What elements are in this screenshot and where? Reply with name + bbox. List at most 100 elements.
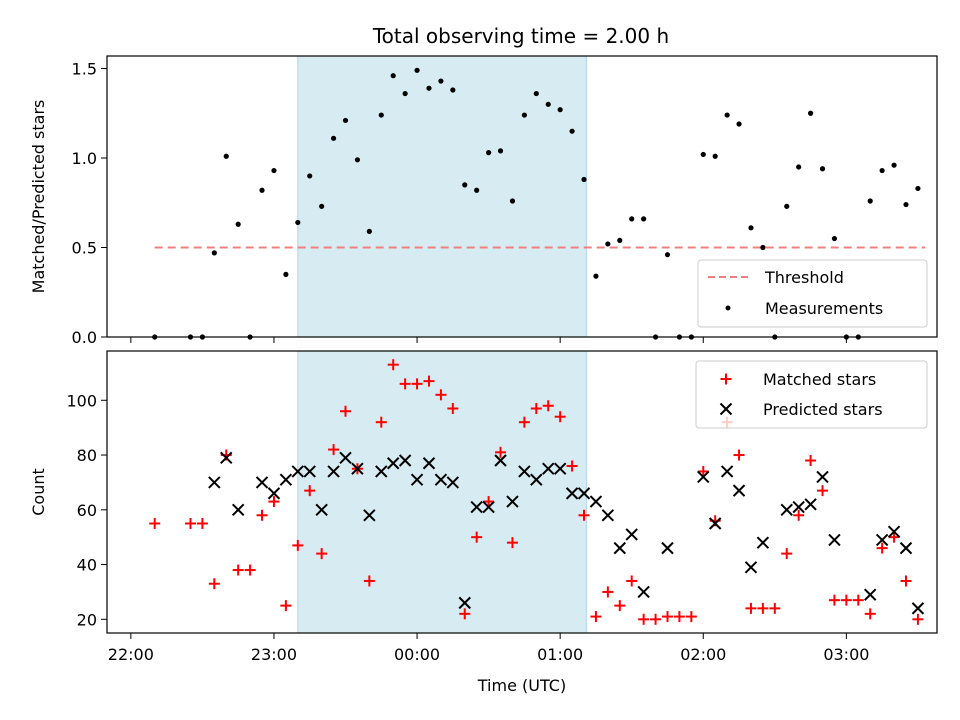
measurement-point: [497, 148, 504, 154]
matched-point: [720, 373, 732, 385]
legend-predicted-swatch: [719, 402, 733, 416]
predicted-point: [386, 457, 400, 470]
y-tick-label: 40: [77, 556, 97, 575]
measurement-point: [509, 198, 516, 204]
predicted-point: [589, 495, 603, 508]
predicted-point: [637, 585, 650, 599]
predicted-point: [864, 588, 877, 601]
matched-point: [435, 389, 447, 401]
count-plot: [149, 359, 925, 625]
predicted-point: [446, 476, 460, 489]
matched-point: [506, 537, 518, 549]
top-axes-frame: [106, 55, 938, 338]
measurement-point: [664, 252, 671, 258]
legend-matched-swatch: [720, 373, 732, 385]
legend-measurement-swatch: [725, 305, 731, 311]
measurement-point: [807, 110, 814, 116]
measurement-point: [605, 241, 611, 247]
predicted-point: [613, 541, 626, 555]
matched-point: [900, 575, 912, 587]
matched-point: [459, 608, 471, 620]
predicted-point: [470, 500, 483, 514]
predicted-point: [792, 500, 805, 514]
matched-point: [566, 460, 578, 472]
predicted-point: [410, 473, 424, 486]
x-tick-label: 03:00: [823, 645, 869, 664]
measurement-point: [581, 176, 587, 183]
measurement-point: [283, 271, 289, 277]
matched-point: [769, 602, 781, 614]
measurement-point: [486, 150, 492, 156]
measurement-point: [521, 112, 527, 118]
predicted-point: [255, 476, 269, 489]
matched-point: [387, 359, 399, 371]
y-tick-label: 60: [77, 501, 97, 520]
measurement-point: [307, 173, 313, 179]
predicted-point: [518, 465, 531, 478]
x-tick-label: 00:00: [394, 645, 440, 664]
predicted-point: [220, 451, 233, 464]
measurement-point: [569, 128, 575, 134]
measurement-point: [545, 101, 551, 107]
predicted-point: [911, 602, 925, 615]
legend-measurements-label: Measurements: [765, 299, 883, 318]
measurement-point: [629, 216, 635, 222]
measurement-point: [748, 225, 754, 231]
matched-point: [542, 400, 554, 412]
measurement-point: [223, 153, 229, 159]
shaded-region: [297, 350, 587, 634]
measurement-point: [330, 135, 337, 141]
measurement-point: [342, 117, 349, 124]
matched-point: [793, 509, 805, 521]
matched-point: [316, 548, 328, 560]
matched-point: [232, 564, 244, 576]
matched-point: [697, 465, 709, 477]
measurement-point: [378, 112, 384, 118]
bottom-axes-frame: [106, 350, 938, 634]
predicted-point: [542, 462, 555, 475]
predicted-point: [732, 484, 746, 497]
measurement-point: [295, 219, 301, 226]
predicted-point: [720, 465, 734, 478]
matched-point: [411, 378, 423, 390]
matched-point: [280, 600, 292, 612]
measurement-point: [796, 164, 802, 170]
measurement-point: [533, 90, 539, 97]
matched-point: [817, 485, 829, 497]
matched-point: [781, 548, 793, 560]
measurement-point: [211, 250, 217, 256]
matched-point: [399, 378, 411, 390]
observing-window-shade-top: [297, 55, 587, 338]
x-tick-label: 02:00: [680, 645, 726, 664]
bottom-y-axis-label: Count: [29, 468, 48, 516]
measurement-point: [700, 151, 706, 158]
measurement-point: [724, 112, 730, 118]
measurement-point: [414, 67, 420, 73]
matched-point: [685, 611, 697, 623]
measurement-point: [593, 273, 599, 279]
matched-point: [912, 613, 924, 625]
predicted-point: [887, 525, 901, 538]
ratio-plot: [152, 67, 926, 340]
matched-point: [614, 600, 626, 612]
x-tick-label: 01:00: [537, 645, 583, 664]
y-tick-label: 0.5: [72, 239, 97, 258]
matched-point: [745, 602, 757, 614]
predicted-point: [719, 402, 733, 416]
measurement-point: [819, 166, 826, 172]
x-axis-label: Time (UTC): [477, 676, 566, 695]
bottom-legend: Matched stars Predicted stars: [695, 360, 928, 429]
matched-point: [340, 405, 352, 417]
legend-predicted-label: Predicted stars: [763, 400, 883, 419]
predicted-point: [267, 487, 281, 500]
measurement-point: [235, 221, 241, 227]
matched-point: [304, 485, 316, 497]
predicted-point: [422, 457, 436, 470]
predicted-point: [398, 454, 412, 467]
measurement-point: [784, 203, 790, 209]
matched-point: [256, 509, 268, 521]
matched-point: [590, 611, 602, 623]
measurement-point: [641, 216, 647, 222]
measurement-point: [390, 73, 396, 79]
